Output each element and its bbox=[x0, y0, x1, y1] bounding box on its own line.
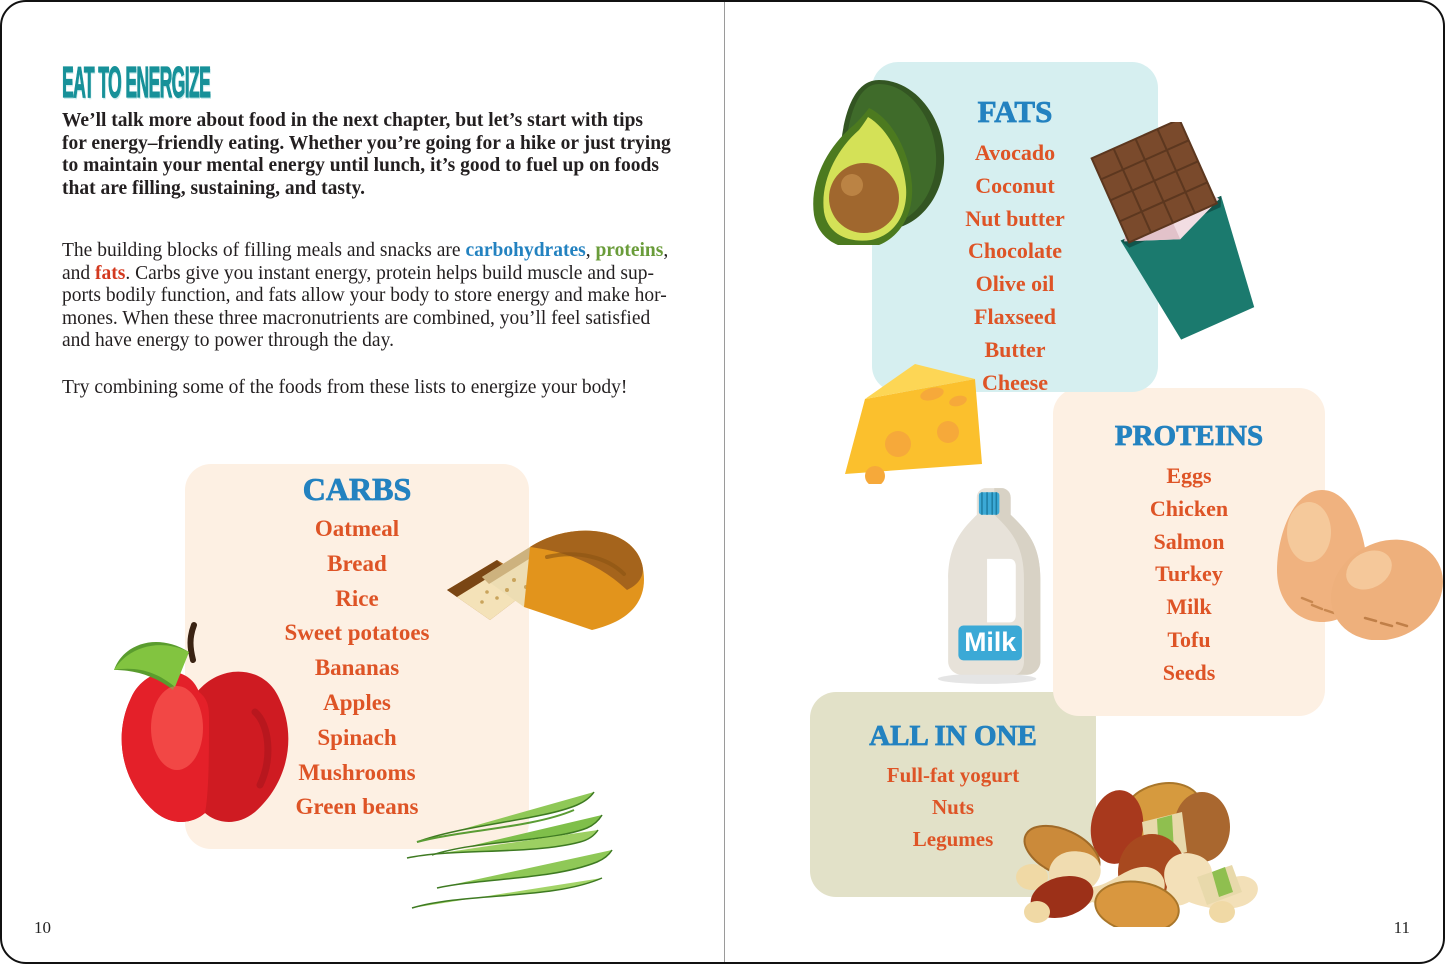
svg-text:Milk: Milk bbox=[964, 627, 1016, 657]
